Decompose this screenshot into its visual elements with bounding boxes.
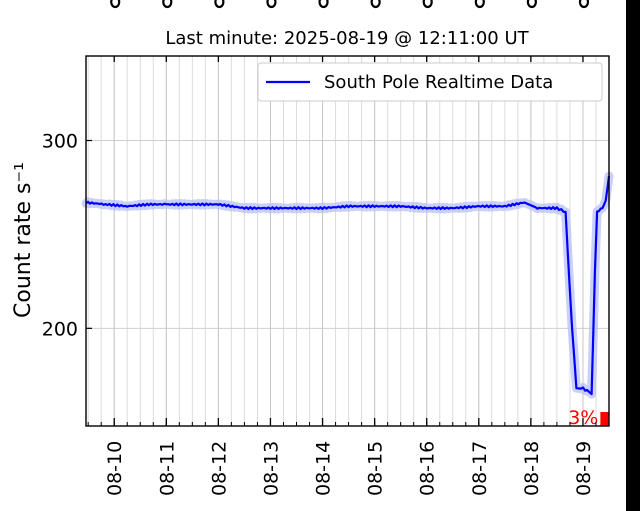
x-tick-label: 08-15 [365, 441, 387, 496]
percent-bar [600, 412, 609, 426]
top-tick-fragment [526, 0, 537, 9]
x-tick-label: 08-18 [521, 441, 543, 496]
series-line [85, 176, 611, 396]
plot-frame [85, 55, 610, 427]
top-tick-fragment [474, 0, 485, 9]
top-tick-fragment [578, 0, 590, 9]
x-tick-label: 08-14 [313, 441, 335, 496]
top-tick-fragment [162, 0, 173, 9]
right-edge-strip [626, 0, 640, 511]
legend: South Pole Realtime Data [257, 62, 603, 102]
x-tick-label: 08-16 [417, 441, 439, 496]
x-tick-label: 08-10 [104, 441, 126, 496]
grid-lines [86, 56, 610, 426]
y-axis-label: Count rate s⁻¹ [11, 162, 36, 318]
legend-box [257, 62, 603, 102]
top-tick-fragments [110, 0, 590, 9]
x-tick-label: 08-11 [156, 441, 178, 496]
chart-title: Last minute: 2025-08-19 @ 12:11:00 UT [165, 28, 529, 49]
top-tick-fragment [370, 0, 381, 9]
top-tick-fragment [266, 0, 277, 9]
x-tick-label: 08-13 [260, 441, 282, 496]
x-tick-label: 08-17 [469, 441, 491, 496]
x-tick-label: 08-19 [573, 441, 595, 496]
axis-ticks: 200 300 08-10 08-11 08-12 08-13 08-14 08-15 08-1… [42, 56, 610, 496]
legend-entry: South Pole Realtime Data [324, 72, 553, 93]
x-tick-label: 08-12 [208, 441, 230, 496]
y-tick-label: 300 [42, 131, 78, 153]
top-tick-fragment [110, 0, 121, 9]
count-rate-chart: Last minute: 2025-08-19 @ 12:11:00 UT Co… [11, 0, 614, 496]
top-tick-fragment [422, 0, 433, 9]
top-tick-fragment [318, 0, 329, 9]
y-tick-label: 200 [42, 318, 78, 340]
top-tick-fragment [214, 0, 225, 9]
